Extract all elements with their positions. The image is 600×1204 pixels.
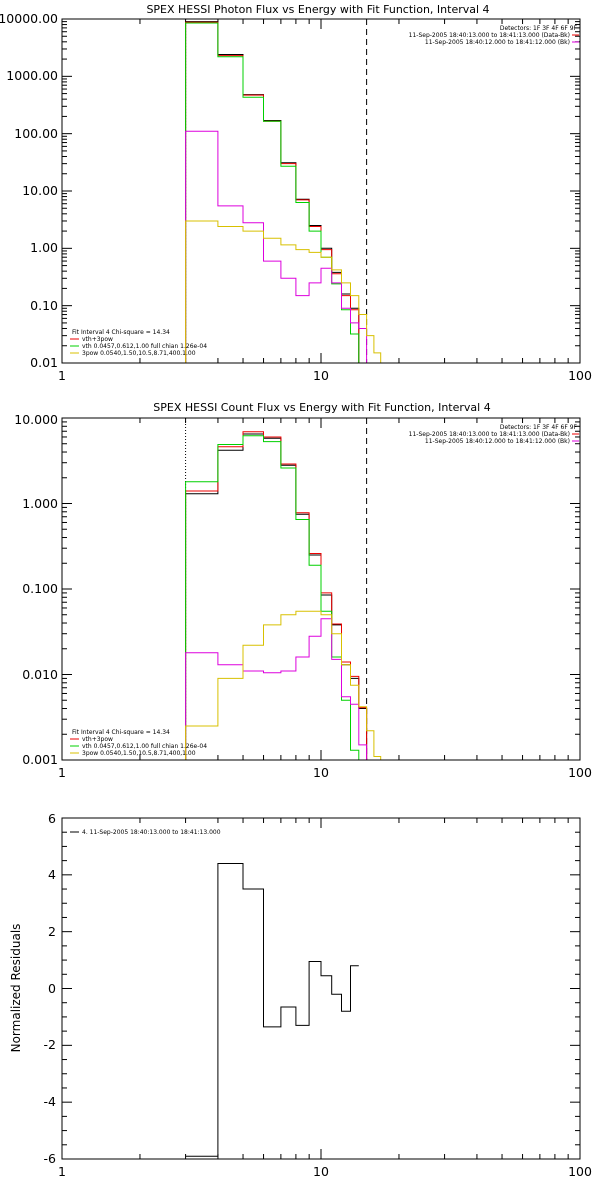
photon-series-3-step-line [185,130,374,364]
photon-y-tick-label: 1000.00 [6,68,58,83]
count-series-4-step-line [185,610,394,761]
count-x-tick-labels: 1 10 100 [58,765,592,780]
count-y-tick-label: 0.010 [22,667,58,682]
residuals-y-tick-label: 0 [48,981,56,996]
residuals-axes-frame [61,817,581,1160]
residuals-x-tick-label: 100 [568,1164,592,1179]
residuals-y-tick-label: -6 [44,1151,57,1166]
count-x-tick-label: 100 [568,765,592,780]
photon-x-tick-label: 10 [313,368,329,383]
count-y-tick-label: 10.000 [14,412,58,427]
photon-flux-panel: SPEX HESSI Photon Flux vs Energy with Fi… [0,3,592,383]
photon-x-tick-labels: 1 10 100 [58,368,592,383]
photon-data-interval-label: 11-Sep-2005 18:40:13.000 to 18:41:13.000… [409,32,570,39]
photon-bk-interval-label: 11-Sep-2005 18:40:12.000 to 18:41:12.000… [425,39,570,46]
photon-x-tick-label: 1 [58,368,66,383]
photon-plot-area [61,18,580,364]
photon-y-tick-label: 10.00 [22,183,58,198]
count-series-1-step-line [185,431,368,760]
count-bk-interval-label: 11-Sep-2005 18:40:12.000 to 18:41:12.000… [425,438,570,445]
count-series-3-step-line [185,618,368,760]
photon-header: Detectors: 1F 3F 4F 6F 9F 11-Sep-2005 18… [409,25,579,46]
residuals-y-tick-label: 6 [48,811,56,826]
count-detectors-label: Detectors: 1F 3F 4F 6F 9F [500,424,578,431]
residuals-x-tick-label: 10 [313,1164,329,1179]
count-series-2-step-line [185,435,367,761]
photon-axes-frame [61,18,581,364]
count-y-tick-label: 0.001 [22,752,58,767]
residuals-y-tick-label: -4 [44,1094,57,1109]
photon-detectors-label: Detectors: 1F 3F 4F 6F 9F [500,25,578,32]
photon-x-tick-label: 100 [568,368,592,383]
count-legend-entry: vth+3pow [82,736,113,743]
residuals-x-tick-labels: 1 10 100 [58,1164,592,1179]
count-legend: Fit Interval 4 Chi-square = 14.34 vth+3p… [70,729,207,757]
photon-y-tick-label: 0.10 [30,298,58,313]
residuals-y-tick-label: -2 [44,1037,56,1052]
residuals-plot-area [61,817,580,1160]
count-plot-area [61,417,580,761]
count-legend-entry: 3pow 0.0540,1.50,10.5,8.71,400,1.00 [82,750,196,757]
count-y-tick-label: 1.000 [22,496,58,511]
count-y-tick-labels: 0.001 0.010 0.100 1.000 10.000 [14,412,58,767]
photon-legend-entry: 3pow 0.0540,1.50,10.5,8.71,400.1.00 [82,350,196,357]
residuals-y-tick-labels: -6 -4 -2 0 2 4 6 [44,811,57,1166]
photon-legend-entry: vth+3pow [82,336,113,343]
residuals-y-axis-label: Normalized Residuals [9,924,23,1053]
photon-series-1-step-line [185,21,360,363]
count-series-0-step-line [185,433,368,760]
residuals-y-tick-label: 4 [48,867,56,882]
count-fit-label: Fit Interval 4 Chi-square = 14.34 [72,729,170,736]
photon-legend: Fit Interval 4 Chi-square = 14.34 vth+3p… [70,329,207,357]
photon-series-0-step-line [185,21,360,363]
count-legend-entry: vth 0.0457,0.612,1.00 full chian 1.26e-0… [82,743,207,750]
photon-y-tick-labels: 0.01 0.10 1.00 10.00 100.00 1000.00 1000… [0,11,58,370]
count-data-interval-label: 11-Sep-2005 18:40:13.000 to 18:41:13.000… [409,431,570,438]
count-header: Detectors: 1F 3F 4F 6F 9F 11-Sep-2005 18… [409,424,579,445]
residuals-legend-entry: 4. 11-Sep-2005 18:40:13.000 to 18:41:13.… [82,829,221,836]
photon-fit-label: Fit Interval 4 Chi-square = 14.34 [72,329,170,336]
residuals-x-tick-label: 1 [58,1164,66,1179]
photon-series-2-step-line [185,22,367,364]
count-y-tick-label: 0.100 [22,581,58,596]
photon-y-tick-label: 10000.00 [0,11,58,26]
photon-y-tick-label: 100.00 [14,126,58,141]
count-flux-panel: SPEX HESSI Count Flux vs Energy with Fit… [14,401,592,780]
photon-series-4-step-line [185,220,388,364]
photon-chart-title: SPEX HESSI Photon Flux vs Energy with Fi… [146,3,489,16]
photon-y-tick-label: 1.00 [30,240,58,255]
residuals-legend: 4. 11-Sep-2005 18:40:13.000 to 18:41:13.… [70,829,221,836]
photon-y-tick-label: 0.01 [30,355,58,370]
residuals-y-tick-label: 2 [48,924,56,939]
count-x-tick-label: 1 [58,765,66,780]
residuals-series-0-step-line [185,863,359,1157]
count-axes-frame [61,417,581,761]
residuals-panel: Normalized Residuals -6 -4 -2 0 2 4 6 1 … [9,811,592,1179]
count-x-tick-label: 10 [313,765,329,780]
photon-legend-entry: vth 0.0457,0.612,1.00 full chian 1.26e-0… [82,343,207,350]
count-chart-title: SPEX HESSI Count Flux vs Energy with Fit… [153,401,490,414]
